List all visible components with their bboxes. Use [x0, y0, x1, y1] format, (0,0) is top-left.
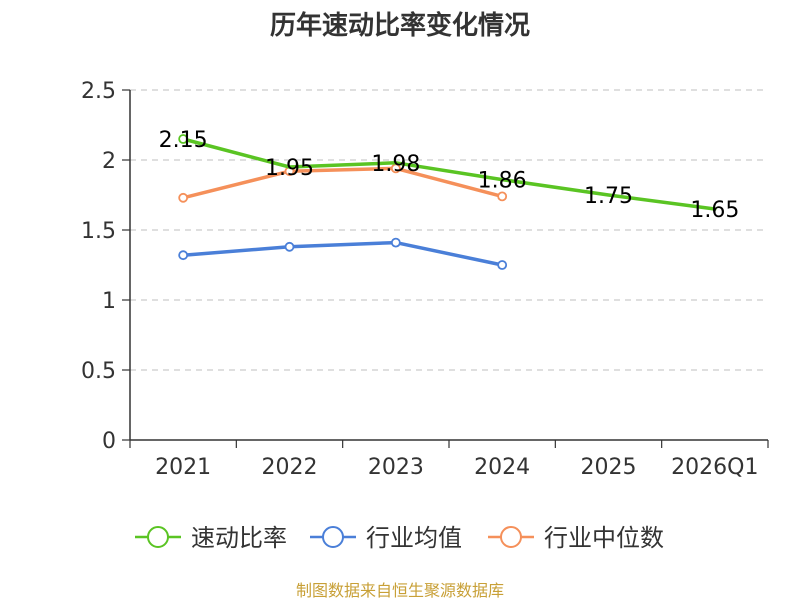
legend-label-2: 行业中位数 — [544, 524, 664, 552]
data-label-0-1: 1.95 — [265, 156, 314, 181]
x-tick-label-2: 2023 — [368, 455, 424, 480]
legend-label-1: 行业均值 — [366, 524, 462, 552]
y-tick-label-3: 1.5 — [81, 219, 116, 244]
legend-label-0: 速动比率 — [191, 524, 287, 552]
series-0-line — [181, 137, 717, 211]
data-label-0-2: 1.98 — [371, 152, 420, 177]
legend-item-2: 行业中位数 — [488, 524, 664, 552]
data-label-0-3: 1.86 — [478, 169, 527, 194]
series-0: 2.15 1.95 1.98 1.86 1.75 1.65 — [159, 128, 740, 223]
legend-swatch-marker-0 — [147, 526, 169, 548]
legend-item-0: 速动比率 — [135, 524, 287, 552]
x-tick-label-1: 2022 — [262, 455, 318, 480]
chart-title: 历年速动比率变化情况 — [270, 10, 530, 41]
series-1-point-3 — [497, 260, 508, 270]
x-tick-label-0: 2021 — [155, 455, 211, 480]
legend: 速动比率 行业均值 行业中位数 — [135, 524, 664, 552]
series-1 — [178, 237, 508, 270]
x-tick-label-3: 2024 — [474, 455, 530, 480]
data-label-0-5: 1.65 — [690, 198, 739, 223]
y-tick-label-4: 2 — [102, 149, 116, 174]
y-tick-label-5: 2.5 — [81, 79, 116, 104]
legend-swatch-marker-1 — [322, 526, 344, 548]
source-note: 制图数据来自恒生聚源数据库 — [296, 581, 504, 600]
grid-lines — [130, 89, 768, 371]
y-tick-label-1: 0.5 — [81, 359, 116, 384]
series-2 — [178, 163, 508, 203]
data-label-0-4: 1.75 — [584, 184, 633, 209]
y-tick-label-2: 1 — [102, 289, 116, 314]
series-2-line — [181, 166, 504, 200]
series-1-point-1 — [284, 241, 295, 252]
series-0-point-0 — [178, 134, 189, 144]
data-label-0-0: 2.15 — [159, 128, 208, 153]
axes: 0 0.5 1 1.5 2 2.5 2021 2022 2023 2024 2025 2026Q1 — [81, 79, 769, 480]
series-1-line — [181, 240, 504, 267]
y-tick-label-0: 0 — [102, 429, 116, 454]
series-1-point-0 — [178, 250, 189, 261]
series-2-point-0 — [178, 192, 189, 203]
legend-swatch-marker-2 — [500, 526, 522, 548]
x-tick-label-4: 2025 — [581, 455, 637, 480]
series-2-point-3 — [497, 191, 508, 202]
series-1-point-2 — [390, 237, 401, 248]
legend-item-1: 行业均值 — [310, 524, 462, 552]
series-layer: 2.15 1.95 1.98 1.86 1.75 1.65 — [159, 128, 740, 270]
x-tick-label-5: 2026Q1 — [671, 455, 758, 480]
